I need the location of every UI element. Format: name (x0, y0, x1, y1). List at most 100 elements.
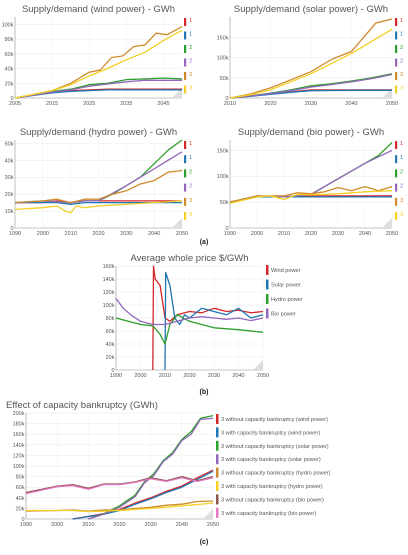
chart-title: Average whole price $/GWh (130, 253, 248, 264)
legend-swatch (395, 18, 398, 26)
series-line (14, 169, 183, 204)
y-tick-label: 100k (2, 22, 14, 28)
y-tick-label: 20k (5, 81, 14, 87)
y-tick-label: 180k (13, 422, 25, 428)
legend-label: Hydro power (271, 297, 303, 303)
legend-swatch (184, 72, 187, 80)
series-line (88, 414, 214, 520)
series-line (229, 28, 393, 99)
resize-handle-icon (203, 509, 213, 519)
legend-label: 1 (189, 141, 192, 147)
legend-swatch (216, 454, 219, 465)
legend-swatch (184, 45, 187, 53)
y-tick-label: 0 (10, 96, 13, 102)
series-line (229, 73, 393, 99)
y-tick-label: 20k (5, 192, 14, 198)
x-tick-label: 2005 (9, 101, 21, 107)
x-tick-label: 2010 (224, 101, 236, 107)
legend-label: 1 (400, 18, 403, 24)
x-tick-label: 2030 (208, 373, 220, 379)
legend-label: 2 (189, 59, 192, 65)
legend-label: 2 (400, 45, 403, 51)
y-tick-label: 10k (5, 209, 14, 215)
y-tick-label: 20k (106, 355, 115, 361)
legend: 1 1 2 2 3 3 (395, 141, 403, 220)
legend-label: 1 (189, 155, 192, 161)
x-tick-label: 2050 (176, 231, 188, 237)
legend-label: 2 (189, 45, 192, 51)
chart-hydro: Supply/demand (hydro power) - GWh 0 10k 20k… (5, 127, 193, 237)
legend-swatch (395, 72, 398, 80)
y-tick-label: 40k (5, 67, 14, 73)
legend-swatch (395, 45, 398, 53)
legend-label: 1 (189, 18, 192, 24)
chart-solar: Supply/demand (solar power) - GWh 0 50k 100… (217, 4, 404, 107)
resize-handle-icon (382, 218, 392, 228)
x-tick-label: 1990 (224, 231, 236, 237)
y-tick-label: 40k (106, 342, 115, 348)
legend-swatch (216, 494, 219, 505)
series-group (14, 26, 183, 99)
legend-swatch (395, 85, 398, 94)
y-tick-label: 50k (5, 141, 14, 147)
legend: Wind power Solar power Hydro power Bio powe… (266, 265, 303, 319)
legend-label: 3 (400, 72, 403, 78)
y-tick-label: 0 (10, 226, 13, 232)
series-line (14, 26, 183, 99)
legend-swatch (184, 141, 187, 149)
legend: 1 1 2 2 3 3 (184, 18, 192, 94)
legend: 1 1 2 2 3 3 (395, 18, 403, 94)
y-tick-label: 40k (5, 158, 14, 164)
series-line (72, 470, 214, 520)
legend-label: 3 with capacity bankruptcy (solar power) (221, 457, 321, 463)
x-tick-label: 2045 (157, 101, 169, 107)
series-group (229, 142, 393, 204)
x-tick-label: 2020 (92, 231, 104, 237)
x-tick-label: 2050 (257, 373, 269, 379)
y-tick-label: 20k (16, 506, 25, 512)
legend-swatch (216, 481, 219, 491)
x-tick-label: 2015 (46, 101, 58, 107)
legend-swatch (395, 183, 398, 192)
legend-swatch (395, 58, 398, 67)
y-tick-label: 140k (103, 277, 115, 283)
y-tick-label: 100k (217, 174, 229, 180)
legend-label: 2 (400, 184, 403, 190)
series-line (14, 77, 183, 99)
legend-swatch (266, 308, 269, 319)
y-tick-label: 30k (5, 175, 14, 181)
x-tick-label: 2050 (207, 522, 219, 528)
series-line (152, 265, 264, 371)
legend-swatch (184, 212, 187, 220)
series-line (26, 502, 214, 513)
x-tick-label: 2030 (145, 522, 157, 528)
legend-swatch (184, 197, 187, 206)
x-tick-label: 2050 (386, 231, 398, 237)
x-tick-label: 2000 (37, 231, 49, 237)
chart-title: Supply/demand (hydro power) - GWh (20, 127, 177, 138)
legend-swatch (395, 155, 398, 164)
x-tick-label: 1990 (20, 522, 32, 528)
legend-swatch (395, 31, 398, 40)
x-tick-label: 2000 (51, 522, 63, 528)
chart-price: Average whole price $/GWh 0 20k 40k 60k 80k 10… (103, 253, 303, 379)
series-line (229, 190, 393, 204)
legend-swatch (395, 212, 398, 220)
legend-swatch (395, 141, 398, 149)
legend-swatch (184, 155, 187, 164)
x-tick-label: 2010 (82, 522, 94, 528)
y-tick-label: 60k (5, 52, 14, 58)
x-tick-label: 2010 (65, 231, 77, 237)
legend-label: 3 without capacity bankruptcy (solar pow… (221, 444, 329, 450)
legend-swatch (216, 467, 219, 478)
y-tick-label: 120k (13, 453, 25, 459)
legend-label: 3 (189, 72, 192, 78)
legend: 1 1 2 2 3 3 (184, 141, 192, 220)
legend-label: 2 (189, 169, 192, 175)
x-tick-label: 2040 (345, 101, 357, 107)
y-tick-label: 120k (103, 290, 115, 296)
legend-label: 3 (189, 198, 192, 204)
resize-handle-icon (253, 360, 263, 370)
